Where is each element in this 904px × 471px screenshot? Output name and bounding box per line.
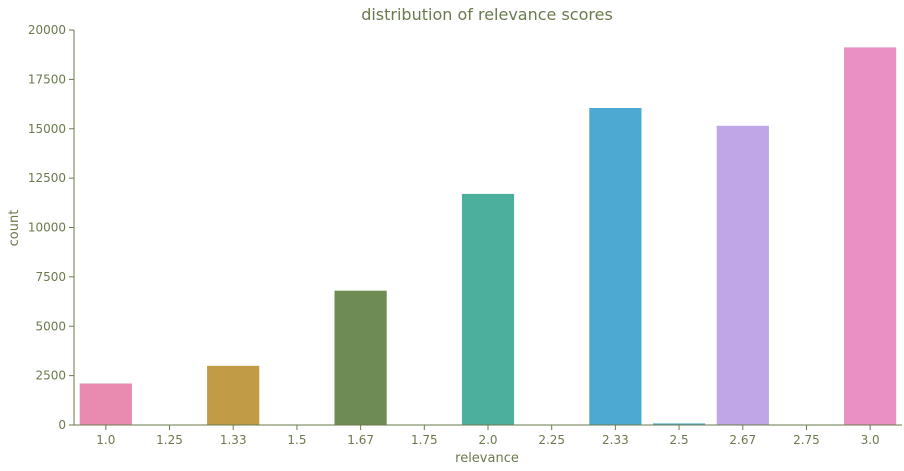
y-axis-title: count [7,210,22,247]
y-tick-label: 17500 [28,72,66,86]
y-tick-label: 2500 [35,369,66,383]
x-tick-label: 2.25 [538,433,565,447]
x-tick-label: 1.67 [347,433,374,447]
y-tick-label: 10000 [28,221,66,235]
bar-1.67 [334,290,387,425]
bar-3.0 [844,47,897,426]
bars-group [79,47,897,426]
x-axis: 1.0 1.25 1.33 1.5 1.67 1.75 2.0 2.25 2.33 2.5 2.67… [74,424,902,447]
x-tick-label: 2.33 [602,433,629,447]
x-tick-label: 2.0 [478,433,497,447]
y-tick-label: 12500 [28,171,66,185]
bar-2.67 [716,125,769,426]
y-tick-label: 20000 [28,23,66,37]
x-tick-label: 2.5 [670,433,689,447]
y-tick-label: 0 [58,418,66,432]
bar-2.5 [653,423,706,425]
x-tick-label: 3.0 [861,433,880,447]
x-tick-label: 1.0 [96,433,115,447]
x-axis-title: relevance [455,451,519,466]
x-tick-label: 1.33 [220,433,247,447]
y-tick-label: 15000 [28,122,66,136]
bar-1.0 [79,383,132,425]
x-tick-label: 2.75 [793,433,820,447]
x-tick-label: 1.5 [287,433,306,447]
y-tick-label: 5000 [35,319,66,333]
x-tick-label: 2.67 [729,433,756,447]
x-tick-label: 1.25 [156,433,183,447]
chart-title: distribution of relevance scores [361,5,613,24]
bar-2.33 [589,108,642,425]
bar-1.33 [207,365,260,426]
bar-2.0 [461,193,515,425]
y-axis: 0 2500 5000 7500 10000 12500 15000 17500 20000 [28,23,75,432]
y-tick-label: 7500 [35,270,66,284]
x-tick-label: 1.75 [411,433,438,447]
